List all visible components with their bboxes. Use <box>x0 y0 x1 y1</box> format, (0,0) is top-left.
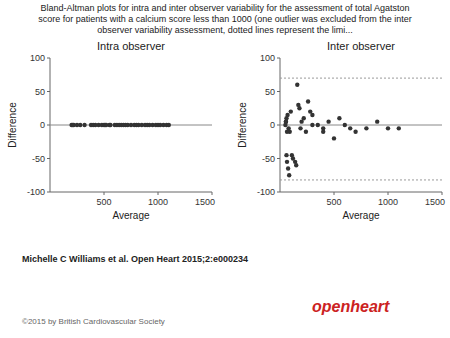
y-tick <box>277 158 280 159</box>
panel: Inter observer -100 -50 0 50 100 500 1000 1500 Av… <box>237 40 445 221</box>
y-tick-label: -50 <box>262 154 275 164</box>
x-axis <box>280 192 442 193</box>
y-tick <box>277 192 280 193</box>
limit-line <box>280 179 442 180</box>
reference-line <box>280 125 442 126</box>
panel-title: Inter observer <box>327 40 395 52</box>
plot-area <box>280 78 442 180</box>
point <box>167 123 171 127</box>
y-tick <box>47 158 50 159</box>
x-axis <box>50 192 212 193</box>
y-tick <box>277 125 280 126</box>
point <box>286 166 290 170</box>
x-tick-label: 500 <box>96 197 111 207</box>
point <box>285 130 289 134</box>
point <box>294 163 298 167</box>
x-tick <box>442 192 443 195</box>
y-tick-label: 50 <box>265 87 275 97</box>
point <box>348 126 352 130</box>
y-tick-label: 0 <box>40 120 45 130</box>
x-axis-label: Average <box>342 210 380 221</box>
point <box>284 119 288 123</box>
point <box>302 116 306 120</box>
x-tick <box>158 192 159 195</box>
plot-area <box>50 123 212 127</box>
x-tick-label: 1500 <box>425 197 445 207</box>
y-tick <box>277 91 280 92</box>
point <box>297 106 301 110</box>
y-tick <box>47 58 50 59</box>
y-tick-label: 100 <box>260 53 275 63</box>
point <box>343 123 347 127</box>
point <box>316 123 320 127</box>
x-tick <box>104 192 105 195</box>
x-tick-label: 1000 <box>378 197 398 207</box>
citation: Michelle C Williams et al. Open Heart 20… <box>22 254 248 264</box>
point <box>298 126 302 130</box>
point <box>310 123 314 127</box>
figure-title: score for patients with a calcium score … <box>38 14 412 24</box>
point <box>284 153 288 157</box>
point <box>386 126 390 130</box>
y-tick-label: 0 <box>270 120 275 130</box>
point <box>82 123 86 127</box>
y-axis-label: Difference <box>7 102 18 148</box>
x-tick-label: 500 <box>326 197 341 207</box>
point <box>353 130 357 134</box>
point <box>375 119 379 123</box>
figure-title: Bland-Altman plots for intra and inter o… <box>40 3 409 13</box>
x-tick <box>212 192 213 195</box>
point <box>326 119 330 123</box>
point <box>285 113 289 117</box>
point <box>306 99 310 103</box>
point <box>310 113 314 117</box>
background <box>0 0 450 338</box>
x-tick-label: 1000 <box>148 197 168 207</box>
point <box>304 130 308 134</box>
copyright: ©2015 by British Cardiovascular Society <box>22 317 165 326</box>
point <box>284 119 288 123</box>
point <box>285 160 289 164</box>
y-tick-label: -50 <box>32 154 45 164</box>
point <box>364 126 368 130</box>
x-tick-label: 1500 <box>195 197 215 207</box>
point <box>108 123 112 127</box>
y-tick-label: -100 <box>27 187 45 197</box>
x-tick <box>334 192 335 195</box>
logo: openheart <box>312 298 390 315</box>
point <box>289 109 293 113</box>
point <box>295 83 299 87</box>
y-axis-label: Difference <box>237 102 248 148</box>
x-axis-label: Average <box>112 210 150 221</box>
point <box>337 116 341 120</box>
point <box>78 123 82 127</box>
y-tick <box>277 58 280 59</box>
y-tick <box>47 125 50 126</box>
limit-line <box>280 78 442 79</box>
figure: Bland-Altman plots for intra and inter o… <box>0 0 450 338</box>
x-tick <box>388 192 389 195</box>
point <box>321 126 325 130</box>
point <box>332 136 336 140</box>
y-tick-label: 100 <box>30 53 45 63</box>
y-tick-label: 50 <box>35 87 45 97</box>
panel-title: Intra observer <box>97 40 165 52</box>
y-tick-label: -100 <box>257 187 275 197</box>
y-tick <box>47 91 50 92</box>
figure-title: observer variability assessment, dotted … <box>97 25 353 35</box>
point <box>397 126 401 130</box>
panel: Intra observer -100 -50 0 50 100 500 1000 1500 Av… <box>7 40 215 221</box>
point <box>287 173 291 177</box>
y-tick <box>47 192 50 193</box>
